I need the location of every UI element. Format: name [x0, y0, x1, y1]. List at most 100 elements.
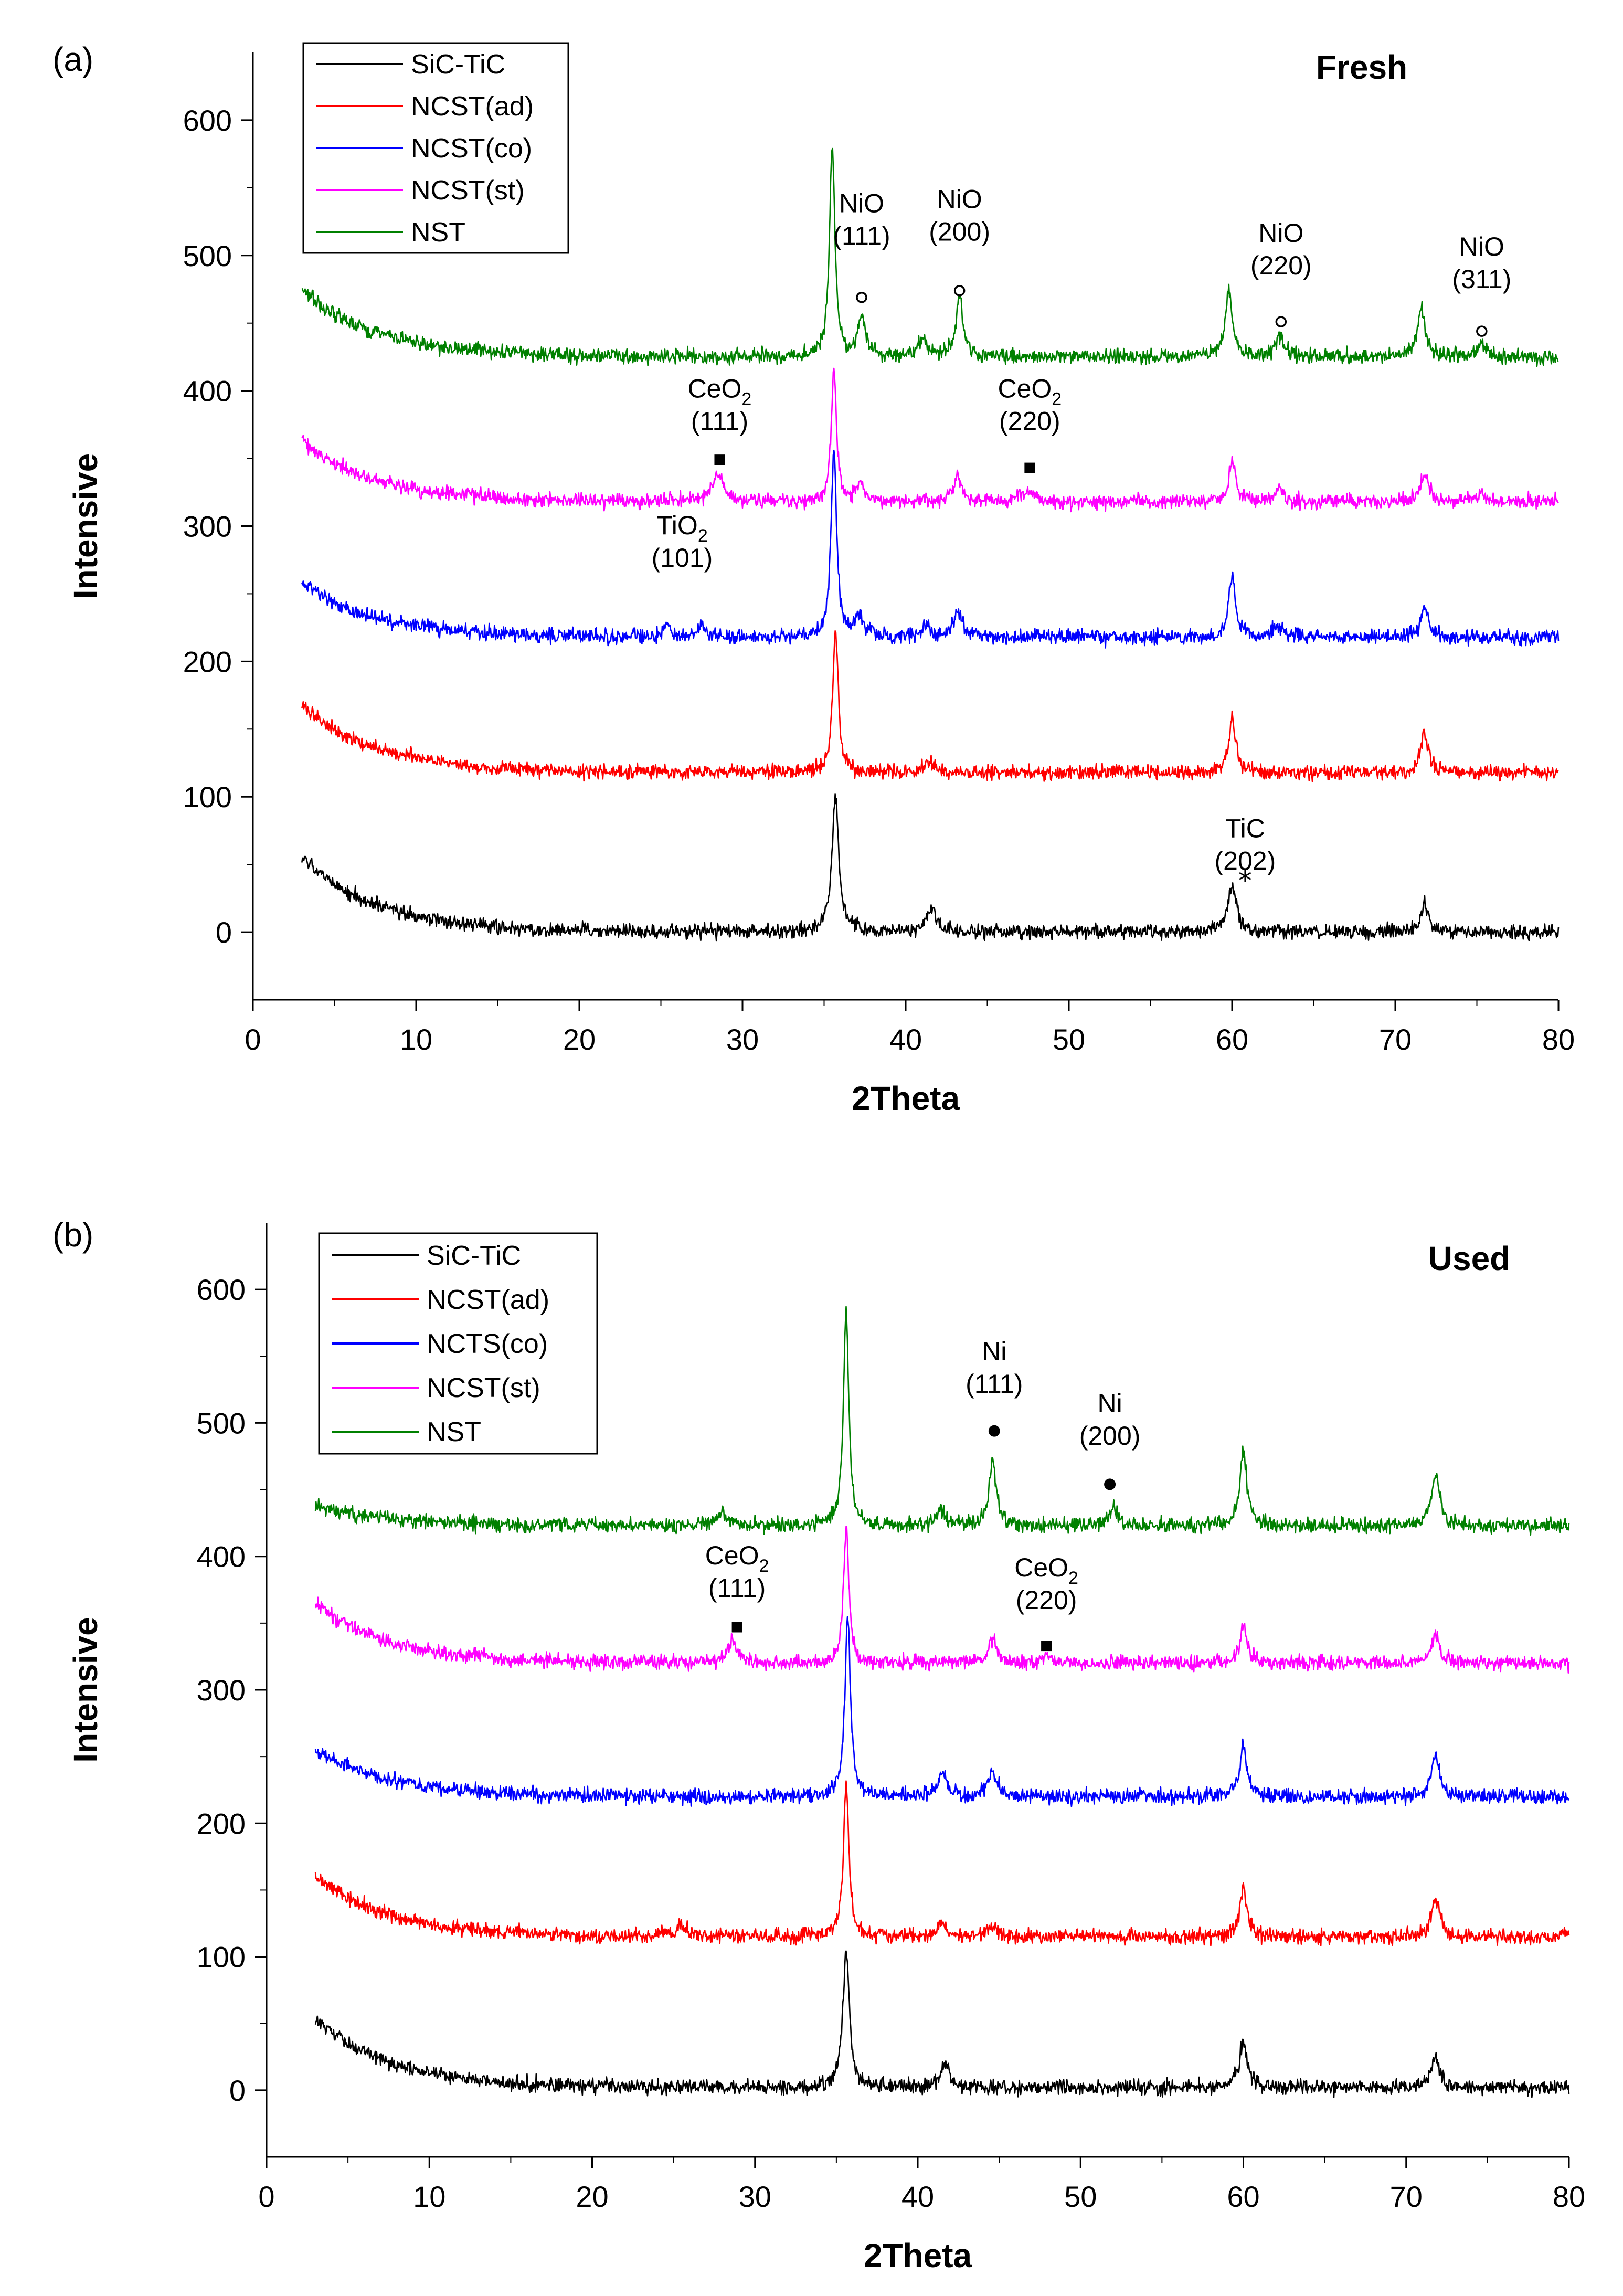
y-tick-label: 300	[197, 1674, 246, 1707]
chart-title: Fresh	[1316, 48, 1407, 86]
y-tick-label: 500	[183, 239, 232, 272]
x-tick-label: 70	[1379, 1023, 1412, 1056]
annotation-tic-202: TiC (202)*	[1215, 814, 1276, 897]
legend-entry-sic-tic: SiC-TiC	[411, 49, 505, 80]
legend-entry-ncst-ad: NCST(ad)	[427, 1285, 549, 1315]
annotation-label: Ni	[982, 1337, 1006, 1366]
panel-label: (b)	[52, 1216, 93, 1254]
peak-marker-square	[1024, 462, 1035, 473]
annotation-subscript: 2	[698, 526, 708, 546]
x-tick-label: 40	[901, 2180, 934, 2213]
panel-b: 0 10 20 30 40 50 60 70 80 0 100 200 300 400 500 600 2The…	[52, 1216, 1585, 2274]
annotation-index: (200)	[1079, 1421, 1141, 1451]
legend-entry-ncts-co: NCTS(co)	[427, 1329, 548, 1359]
y-tick-label: 100	[197, 1941, 246, 1974]
y-tick-label: 400	[197, 1540, 246, 1573]
x-axis-title: 2Theta	[864, 2237, 972, 2274]
x-tick-label: 10	[413, 2180, 445, 2213]
x-tick-label: 10	[400, 1023, 432, 1056]
annotation-label: CeO2	[998, 374, 1062, 409]
chart-title: Used	[1428, 1240, 1511, 1277]
x-tick-label: 70	[1390, 2180, 1423, 2213]
x-axis-title: 2Theta	[852, 1080, 960, 1117]
annotation-label: Ni	[1097, 1389, 1122, 1418]
annotation-ceo-220: CeO2(220)	[1014, 1553, 1078, 1652]
annotation-index: (202)	[1215, 847, 1276, 876]
legend-entry-nst: NST	[411, 217, 465, 248]
annotation-label: CeO2	[705, 1541, 769, 1576]
series-line-nst	[314, 1306, 1570, 1536]
annotation-nio-311: NiO (311)	[1452, 232, 1511, 337]
peak-marker-open-circle	[856, 291, 867, 303]
series-line-ncst-st	[301, 367, 1560, 513]
legend-entry-ncst-st: NCST(st)	[411, 175, 525, 206]
x-tick-label: 80	[1553, 2180, 1585, 2213]
y-tick-label: 0	[216, 916, 232, 949]
legend-entry-ncst-ad: NCST(ad)	[411, 91, 534, 122]
x-tick-label: 40	[889, 1023, 922, 1056]
series-line-ncst-st	[314, 1526, 1570, 1674]
annotation-label: TiO2	[656, 511, 708, 546]
annotation-index: (220)	[1016, 1585, 1077, 1615]
legend-entry-ncst-st: NCST(st)	[427, 1373, 540, 1403]
peak-marker-square	[714, 454, 725, 465]
x-tick-label: 30	[726, 1023, 759, 1056]
x-tick-label: 50	[1064, 2180, 1097, 2213]
annotation-index: (311)	[1452, 264, 1511, 294]
annotation-label: NiO	[1459, 232, 1504, 261]
series-line-sic-tic	[314, 1950, 1570, 2098]
annotation-index: (111)	[833, 221, 890, 250]
series-line-nst	[301, 147, 1559, 367]
panel-label: (a)	[52, 40, 93, 78]
annotation-label: CeO2	[1014, 1553, 1078, 1588]
legend-entry-nst: NST	[427, 1417, 481, 1447]
x-tick-label: 50	[1053, 1023, 1085, 1056]
panel-a: 0 10 20 30 40 50 60 70 80 0 100 200 300 400 500 600 2The…	[52, 40, 1575, 1117]
annotation-ceo-111: CeO2(111)	[688, 374, 752, 465]
peak-marker-square	[1041, 1641, 1052, 1652]
y-tick-label: 200	[197, 1807, 246, 1840]
y-axis-title: Intensive	[67, 453, 104, 599]
annotation-nio-111: NiO (111)	[833, 188, 890, 303]
annotation-index: (200)	[929, 217, 990, 247]
annotation-label: NiO	[839, 188, 884, 218]
x-tick-label: 0	[245, 1023, 261, 1056]
y-tick-label: 100	[183, 780, 232, 813]
annotation-subscript: 2	[741, 389, 751, 409]
y-tick-label: 200	[183, 645, 232, 678]
y-tick-label: 600	[183, 104, 232, 137]
y-axis-title: Intensive	[67, 1617, 104, 1762]
series-line-ncst-ad	[314, 1780, 1570, 1946]
x-tick-label: 20	[563, 1023, 596, 1056]
series-line-ncst-ad	[301, 630, 1559, 782]
legend-entry-ncst-co: NCST(co)	[411, 133, 532, 164]
y-tick-label: 0	[229, 2074, 246, 2107]
annotation-index: (220)	[999, 407, 1060, 436]
annotation-label: NiO	[1258, 218, 1303, 248]
peak-marker-filled-circle	[1104, 1478, 1116, 1490]
peak-marker-square	[731, 1622, 742, 1633]
peak-marker-star: *	[1238, 865, 1252, 897]
annotation-index: (111)	[708, 1573, 766, 1603]
annotation-nio-200: NiO (200)	[929, 185, 990, 297]
x-tick-label: 80	[1542, 1023, 1575, 1056]
x-tick-label: 0	[258, 2180, 274, 2213]
peak-marker-filled-circle	[988, 1425, 1000, 1437]
peak-marker-open-circle	[1275, 316, 1287, 327]
legend: SiC-TiC NCST(ad) NCTS(co) NCST(st) NST	[318, 1232, 598, 1455]
x-tick-label: 60	[1227, 2180, 1259, 2213]
annotation-subscript: 2	[759, 1556, 769, 1576]
annotation-label: TiC	[1225, 814, 1265, 843]
series-line-ncts-co	[314, 1616, 1570, 1807]
peak-marker-open-circle	[1476, 325, 1488, 337]
annotation-label: CeO2	[688, 374, 752, 409]
annotation-ceo-220: CeO2(220)	[998, 374, 1062, 473]
y-tick-label: 400	[183, 375, 232, 408]
annotation-subscript: 2	[1052, 389, 1062, 409]
annotation-ni-111: Ni (111)	[966, 1337, 1023, 1437]
annotation-ceo-111: CeO2(111)	[705, 1541, 769, 1633]
annotation-index: (220)	[1250, 251, 1312, 280]
x-tick-label: 60	[1216, 1023, 1248, 1056]
